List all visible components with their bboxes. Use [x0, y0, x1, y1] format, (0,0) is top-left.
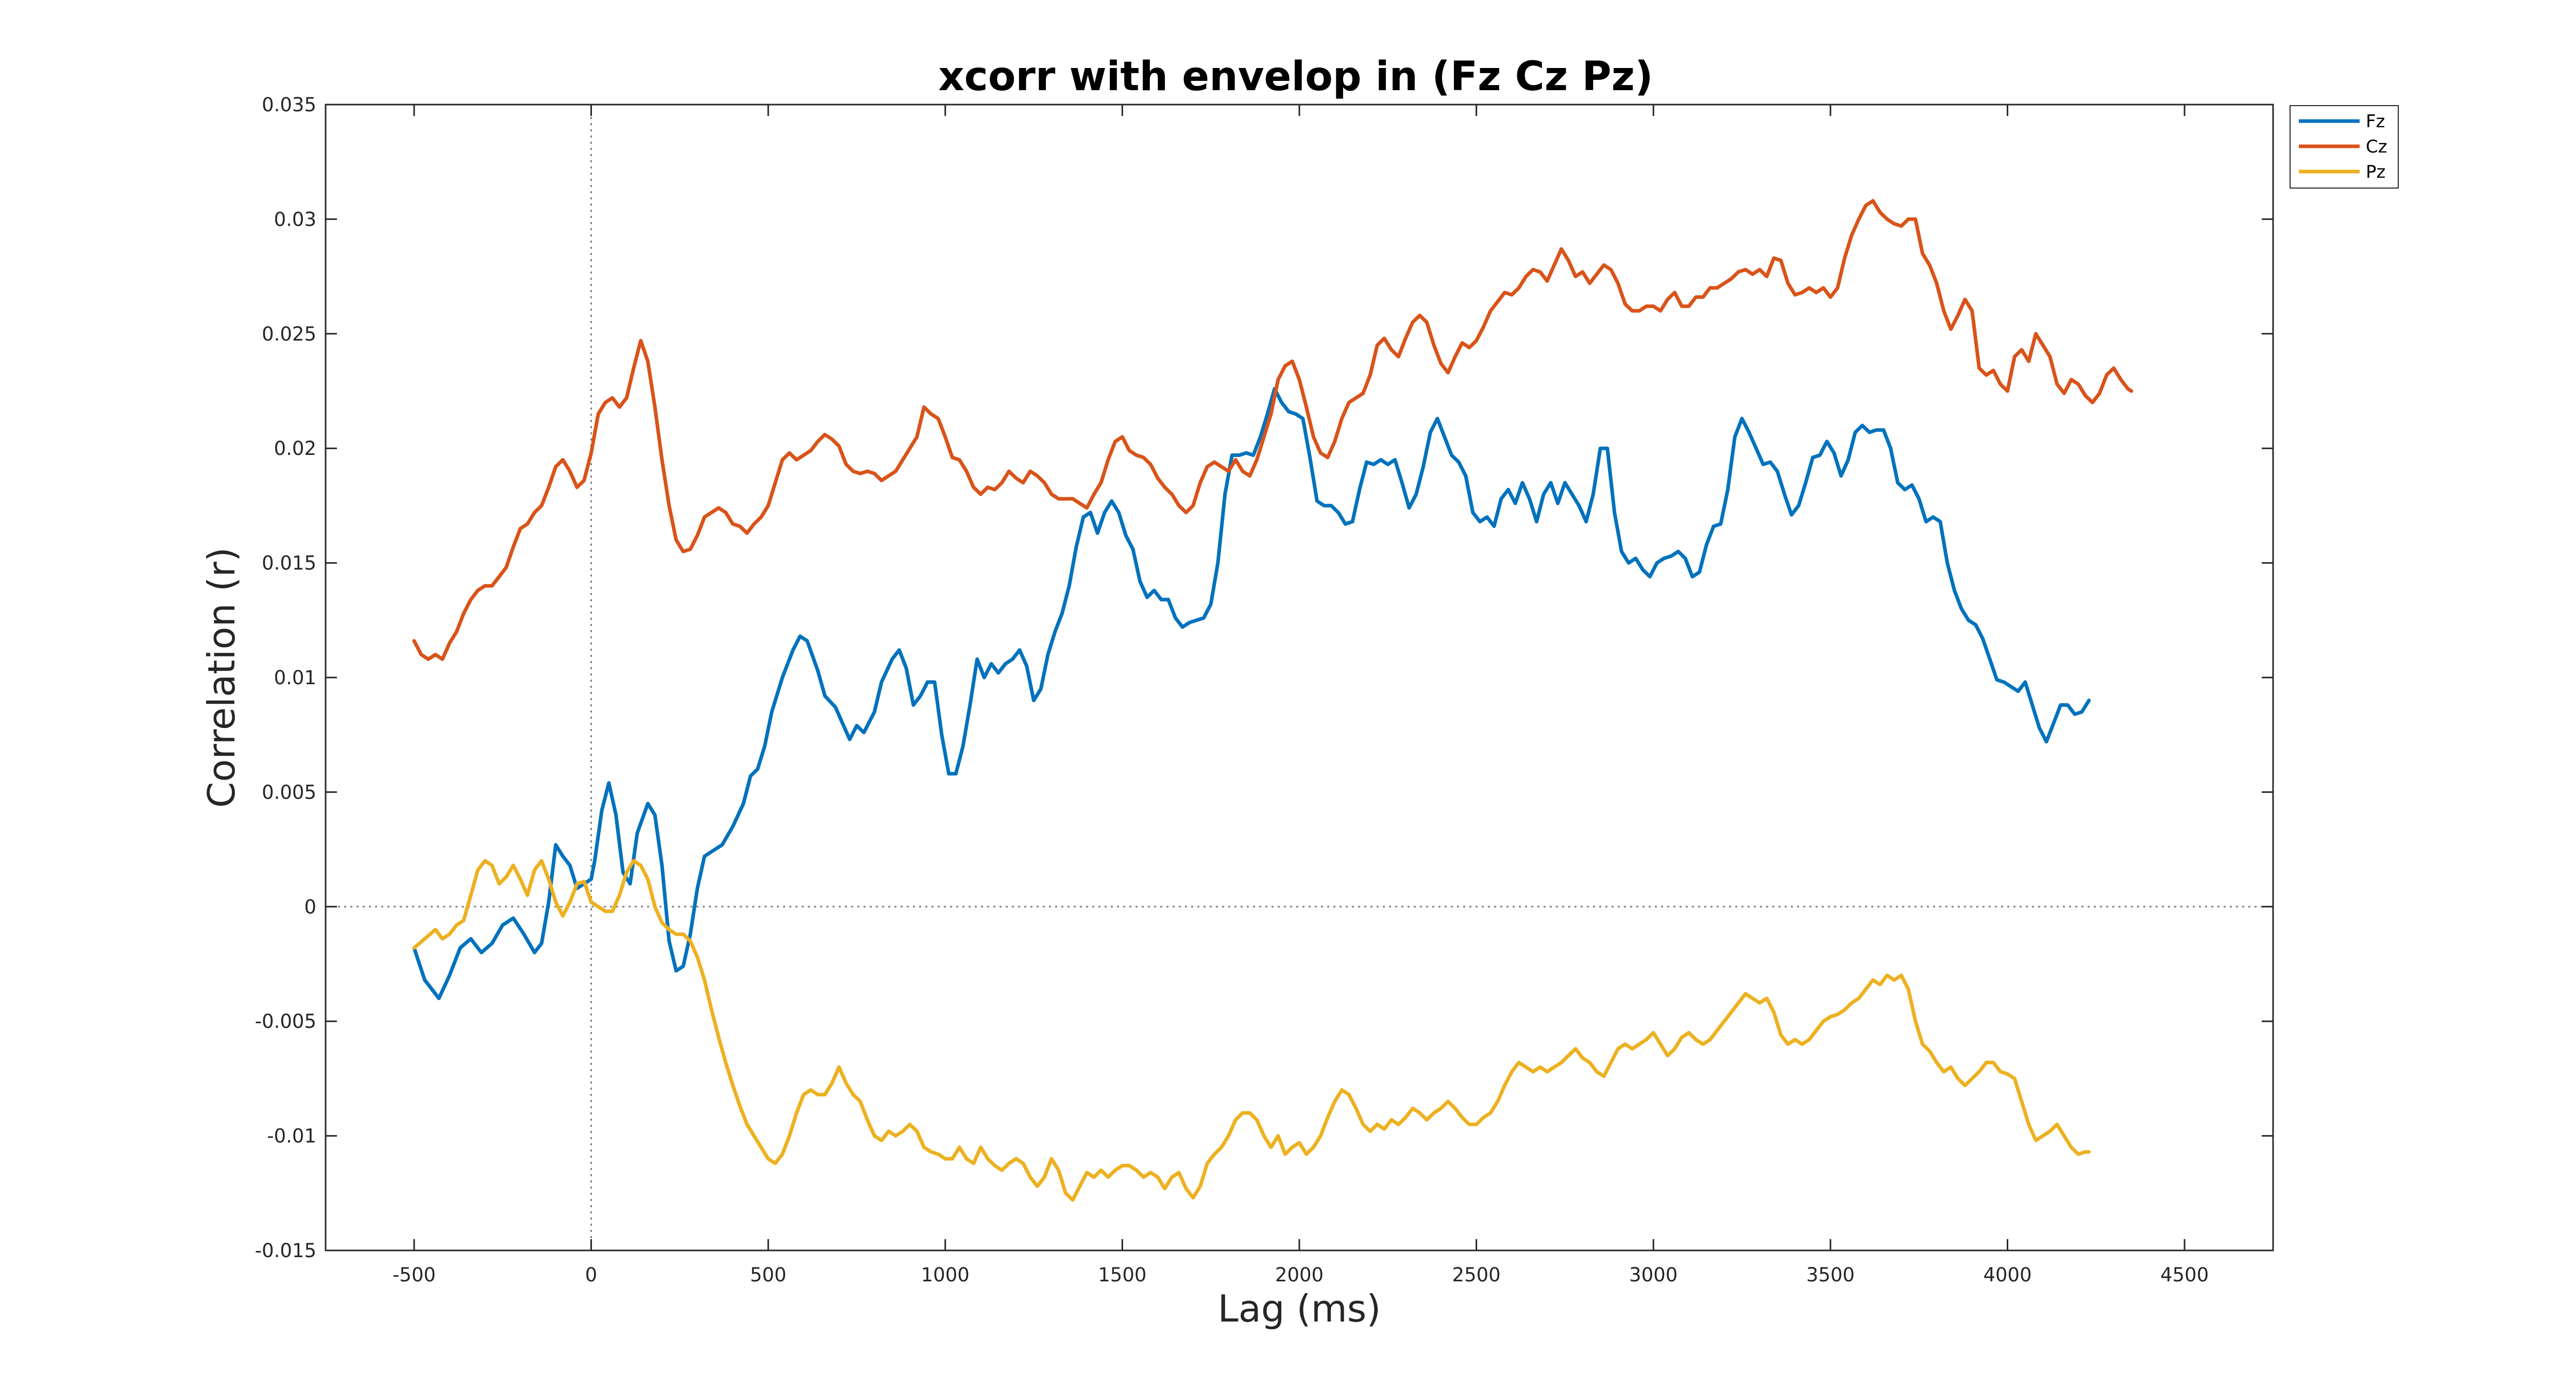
chart-title: xcorr with envelop in (Fz Cz Pz)	[938, 54, 1653, 100]
x-axis-ticks: -500 0 500 1000 1500 2000 2500 3000 3500 4000 4500	[393, 105, 2209, 1286]
legend-label-cz: Cz	[2366, 137, 2387, 157]
x-tick-label: 2500	[1452, 1264, 1501, 1286]
legend-label-pz: Pz	[2366, 162, 2385, 182]
x-tick-label: 4500	[2160, 1264, 2209, 1286]
y-tick-label: 0.01	[274, 667, 316, 689]
y-tick-label: 0.035	[262, 94, 316, 116]
y-tick-label: 0.015	[262, 552, 316, 574]
series-line-cz	[412, 199, 2133, 661]
y-tick-label: -0.005	[255, 1010, 316, 1032]
x-tick-label: 4000	[1983, 1264, 2031, 1286]
x-tick-label: 500	[750, 1264, 787, 1286]
y-tick-label: 0.025	[262, 323, 316, 345]
x-tick-label: 1000	[921, 1264, 970, 1286]
series-line-pz	[412, 859, 2091, 1202]
legend-label-fz: Fz	[2366, 111, 2385, 132]
y-tick-label: 0	[304, 896, 316, 918]
plot-area	[325, 104, 2274, 1251]
x-tick-label: -500	[393, 1264, 436, 1286]
x-axis-label: Lag (ms)	[1218, 1287, 1381, 1330]
x-tick-label: 3500	[1806, 1264, 1855, 1286]
y-tick-label: -0.015	[255, 1240, 316, 1262]
y-tick-label: 0.03	[274, 208, 316, 230]
y-tick-label: 0.005	[262, 781, 316, 803]
series-line-fz	[412, 387, 2091, 1001]
legend: Fz Cz Pz	[2290, 105, 2399, 189]
x-tick-label: 2000	[1275, 1264, 1324, 1286]
y-axis-label: Correlation (r)	[200, 547, 243, 808]
series-layer	[412, 199, 2133, 1202]
x-tick-label: 1500	[1098, 1264, 1146, 1286]
y-tick-label: 0.02	[274, 437, 316, 460]
x-tick-label: 0	[585, 1264, 598, 1286]
y-axis-ticks: -0.015 -0.01 -0.005 0 0.005 0.01 0.015 0.02 0.02…	[255, 94, 2273, 1262]
x-tick-label: 3000	[1629, 1264, 1677, 1286]
y-tick-label: -0.01	[267, 1125, 316, 1147]
